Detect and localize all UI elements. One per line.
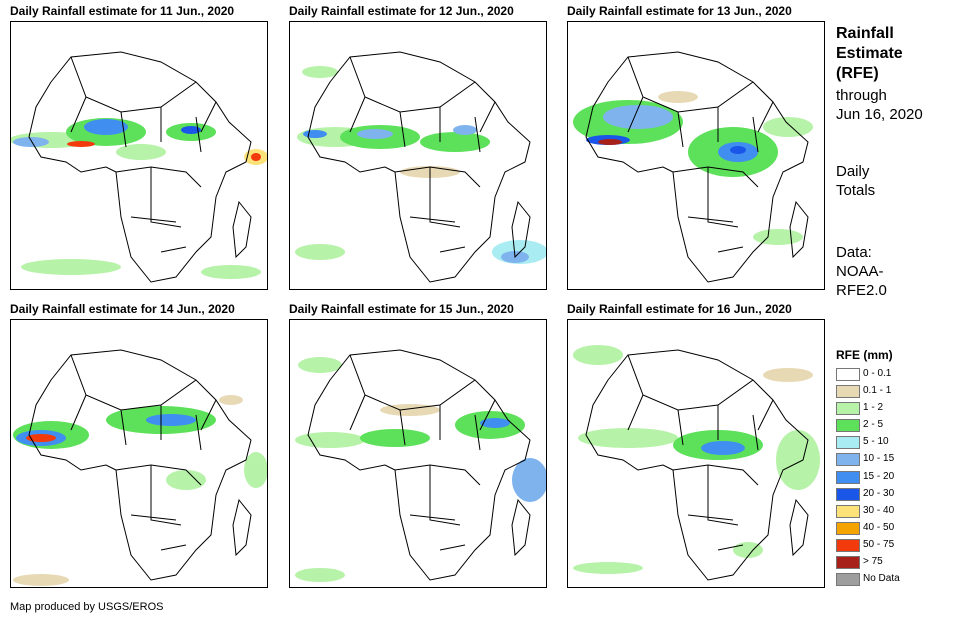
legend-label: 0 - 0.1 (863, 368, 892, 379)
panel-title: Daily Rainfall estimate for 14 Jun., 202… (10, 302, 235, 316)
legend-swatch (836, 419, 860, 433)
data-source-line-2: RFE2.0 (836, 282, 887, 299)
country-boundaries (307, 51, 531, 283)
legend-swatch (836, 487, 860, 501)
legend-swatch (836, 402, 860, 416)
legend-label: > 75 (863, 556, 883, 568)
legend-swatch (836, 573, 860, 587)
country-boundaries (307, 349, 531, 581)
rainfall-map (567, 21, 825, 290)
totals-label: Totals (836, 182, 876, 199)
legend-label: 30 - 40 (863, 504, 895, 516)
data-label: Data: (836, 244, 872, 261)
panel-title: Daily Rainfall estimate for 11 Jun., 202… (10, 4, 235, 18)
title-line-2: Estimate (836, 45, 903, 62)
daily-label: Daily (836, 163, 870, 180)
data-source-line-1: NOAA- (836, 263, 884, 280)
rain-areas (573, 91, 813, 245)
legend-label: 15 - 20 (863, 470, 895, 482)
product-title: Rainfall Estimate (RFE) (836, 24, 903, 84)
legend-swatch (836, 538, 860, 552)
legend-label: 2 - 5 (863, 419, 884, 431)
legend-swatch (836, 504, 860, 518)
period-label: Daily Totals (836, 162, 875, 200)
rainfall-map (10, 21, 268, 290)
panel-title: Daily Rainfall estimate for 16 Jun., 202… (567, 302, 792, 316)
legend-swatch (836, 470, 860, 484)
rain-areas (295, 357, 546, 582)
title-line-1: Rainfall (836, 25, 894, 42)
panel-title: Daily Rainfall estimate for 12 Jun., 202… (289, 4, 514, 18)
rain-areas (11, 118, 267, 279)
country-boundaries (585, 51, 809, 283)
title-line-3: (RFE) (836, 65, 879, 82)
panel-title: Daily Rainfall estimate for 13 Jun., 202… (567, 4, 792, 18)
rainfall-map (567, 319, 825, 588)
legend-label: 1 - 2 (863, 402, 884, 414)
legend-label: 20 - 30 (863, 487, 895, 499)
rainfall-map (10, 319, 268, 588)
through-label: through (836, 87, 887, 104)
legend-label: 50 - 75 (863, 538, 895, 550)
country-boundaries (28, 51, 252, 283)
legend-label: 10 - 15 (863, 453, 895, 465)
legend-swatch (836, 556, 860, 570)
credit-text: Map produced by USGS/EROS (10, 601, 164, 613)
rainfall-map (289, 319, 547, 588)
legend-label: 0.1 - 1 (863, 385, 892, 397)
country-boundaries (585, 349, 809, 581)
panel-title: Daily Rainfall estimate for 15 Jun., 202… (289, 302, 514, 316)
legend-swatch (836, 521, 860, 535)
legend-title: RFE (mm) (836, 348, 893, 362)
legend-label: No Data (863, 573, 900, 585)
through-value: Jun 16, 2020 (836, 106, 923, 123)
rain-areas (13, 395, 267, 586)
legend-label: 5 - 10 (863, 436, 889, 448)
legend-label: 40 - 50 (863, 521, 895, 533)
rain-areas (573, 345, 820, 574)
legend-swatch (836, 368, 860, 381)
rainfall-map (289, 21, 547, 290)
legend-swatch (836, 436, 860, 450)
country-boundaries (28, 349, 252, 581)
legend-swatch (836, 453, 860, 467)
rain-areas (295, 66, 546, 264)
through-date: through Jun 16, 2020 (836, 86, 923, 124)
data-source: Data: NOAA- RFE2.0 (836, 243, 887, 300)
legend-swatch (836, 385, 860, 399)
